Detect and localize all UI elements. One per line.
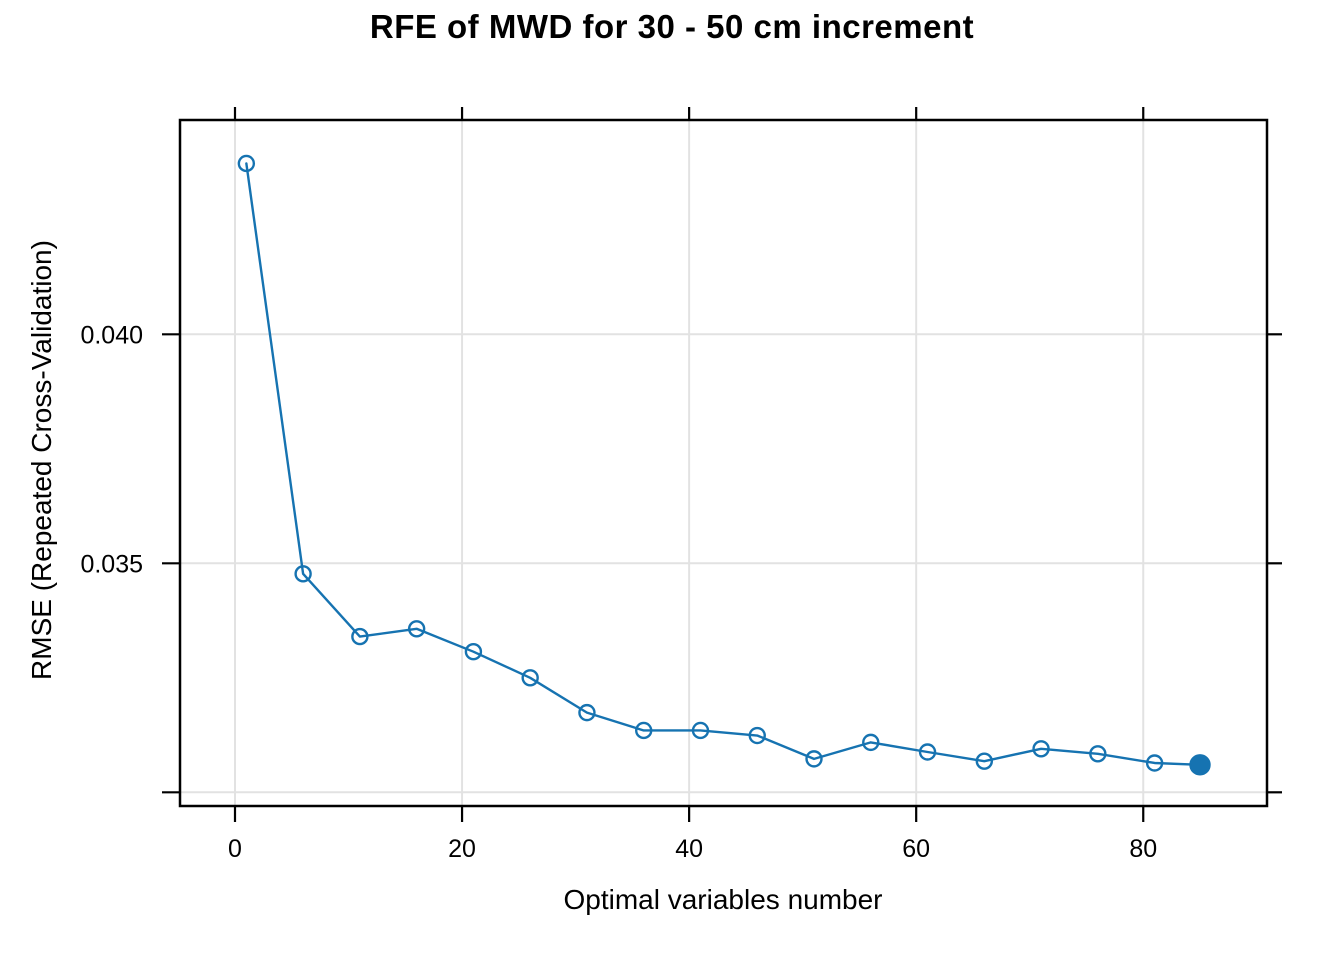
data-point-marker	[918, 743, 937, 761]
data-point-marker	[237, 154, 256, 173]
x-tick-label: 40	[675, 835, 703, 863]
data-point-marker	[294, 565, 312, 583]
y-tick-label: 0.040	[80, 321, 143, 349]
data-point-marker	[635, 721, 653, 740]
x-axis-label: Optimal variables number	[563, 884, 883, 915]
data-series-line	[245, 162, 1202, 767]
data-point-marker	[975, 752, 994, 770]
data-point-marker	[1032, 740, 1050, 758]
data-point-marker	[464, 642, 483, 661]
data-point-marker	[351, 627, 369, 646]
data-point-marker	[691, 721, 710, 740]
data-point-marker	[578, 703, 596, 722]
data-point-marker	[748, 726, 766, 745]
y-tick-label: 0.035	[80, 550, 143, 578]
x-tick-label: 60	[902, 835, 930, 863]
data-point-marker	[862, 733, 880, 752]
selected-point-marker	[1189, 754, 1211, 776]
data-point-marker	[805, 750, 823, 768]
data-point-marker	[521, 669, 539, 687]
x-tick-label: 20	[448, 835, 476, 863]
chart-title: RFE of MWD for 30 - 50 cm increment	[369, 8, 975, 45]
plot-box	[178, 118, 1269, 808]
data-point-marker	[1145, 754, 1164, 772]
x-tick-label: 80	[1129, 835, 1157, 863]
data-point-marker	[407, 620, 426, 638]
x-tick-label: 0	[228, 835, 242, 863]
data-point-marker	[1089, 745, 1107, 763]
